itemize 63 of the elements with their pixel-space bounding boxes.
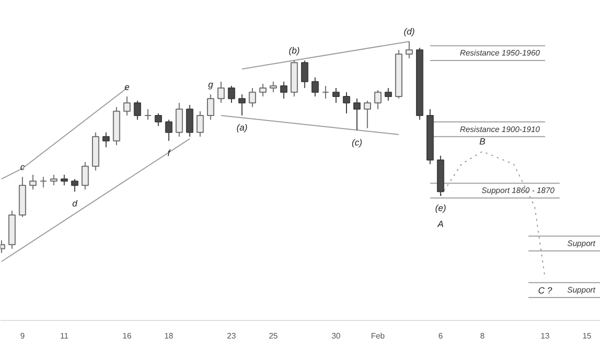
candlestick bbox=[217, 81, 225, 104]
candlestick bbox=[196, 110, 204, 138]
candlestick bbox=[71, 178, 78, 192]
x-tick-label: 30 bbox=[332, 332, 342, 340]
annotation: c bbox=[20, 162, 26, 172]
candlestick bbox=[60, 174, 68, 186]
candlestick bbox=[176, 102, 183, 138]
candlestick bbox=[270, 81, 277, 93]
candlestick bbox=[154, 112, 162, 127]
x-tick-label: 9 bbox=[20, 332, 26, 340]
text: (d) bbox=[404, 26, 415, 36]
annotation: g bbox=[208, 79, 214, 90]
x-tick-label: 18 bbox=[164, 332, 174, 340]
candlestick bbox=[134, 100, 142, 120]
annotation: f bbox=[168, 148, 172, 158]
x-tick-label: Feb bbox=[370, 332, 386, 340]
candlestick bbox=[228, 85, 236, 104]
ref-line-label: Resistance 1900-1910 bbox=[460, 124, 540, 134]
candlestick bbox=[301, 60, 308, 89]
ref-line-label: Support bbox=[567, 286, 596, 295]
annotation: (e) bbox=[435, 202, 446, 213]
candlestick bbox=[259, 83, 267, 97]
candlestick bbox=[102, 132, 110, 148]
candlestick bbox=[40, 176, 47, 188]
annotation: B bbox=[479, 136, 486, 146]
candlestick bbox=[123, 96, 131, 116]
candlestick bbox=[406, 40, 413, 59]
candlestick bbox=[342, 92, 350, 114]
candlestick bbox=[206, 94, 214, 120]
ref-line-label: Resistance 1950-1960 bbox=[460, 48, 540, 58]
candlestick bbox=[238, 94, 246, 116]
text: C ? bbox=[538, 285, 552, 296]
candlestick bbox=[384, 88, 392, 102]
x-tick-label: 23 bbox=[227, 332, 237, 340]
candlestick bbox=[364, 100, 372, 129]
candlestick bbox=[186, 104, 194, 138]
candlestick bbox=[82, 162, 89, 190]
ref-line-label: Support bbox=[567, 239, 596, 248]
candlestick bbox=[312, 76, 319, 97]
candlestick bbox=[50, 174, 58, 186]
x-tick-label: 6 bbox=[438, 332, 444, 340]
candlestick bbox=[332, 88, 340, 104]
candlestick bbox=[353, 98, 361, 131]
x-tick-label: 8 bbox=[480, 332, 486, 340]
candlestick bbox=[280, 81, 288, 100]
x-tick-label: 15 bbox=[582, 332, 592, 340]
annotation: e bbox=[124, 82, 130, 92]
ref-line-label: Support 1860 - 1870 bbox=[482, 186, 556, 196]
candlestick bbox=[248, 88, 256, 108]
x-tick-label: 11 bbox=[60, 332, 69, 340]
annotation: d bbox=[72, 198, 78, 209]
annotation: (a) bbox=[236, 122, 248, 133]
annotation: (b) bbox=[288, 46, 300, 56]
candlestick bbox=[322, 85, 330, 100]
x-tick-label: 25 bbox=[268, 332, 278, 340]
candlestick bbox=[144, 108, 152, 120]
candlestick bbox=[165, 119, 172, 142]
candlestick bbox=[29, 174, 37, 190]
annotation: A bbox=[436, 218, 444, 229]
annotation: (c) bbox=[352, 137, 362, 148]
x-tick-label: 16 bbox=[122, 332, 132, 340]
candlestick bbox=[374, 90, 382, 110]
x-tick-label: 13 bbox=[540, 332, 550, 340]
